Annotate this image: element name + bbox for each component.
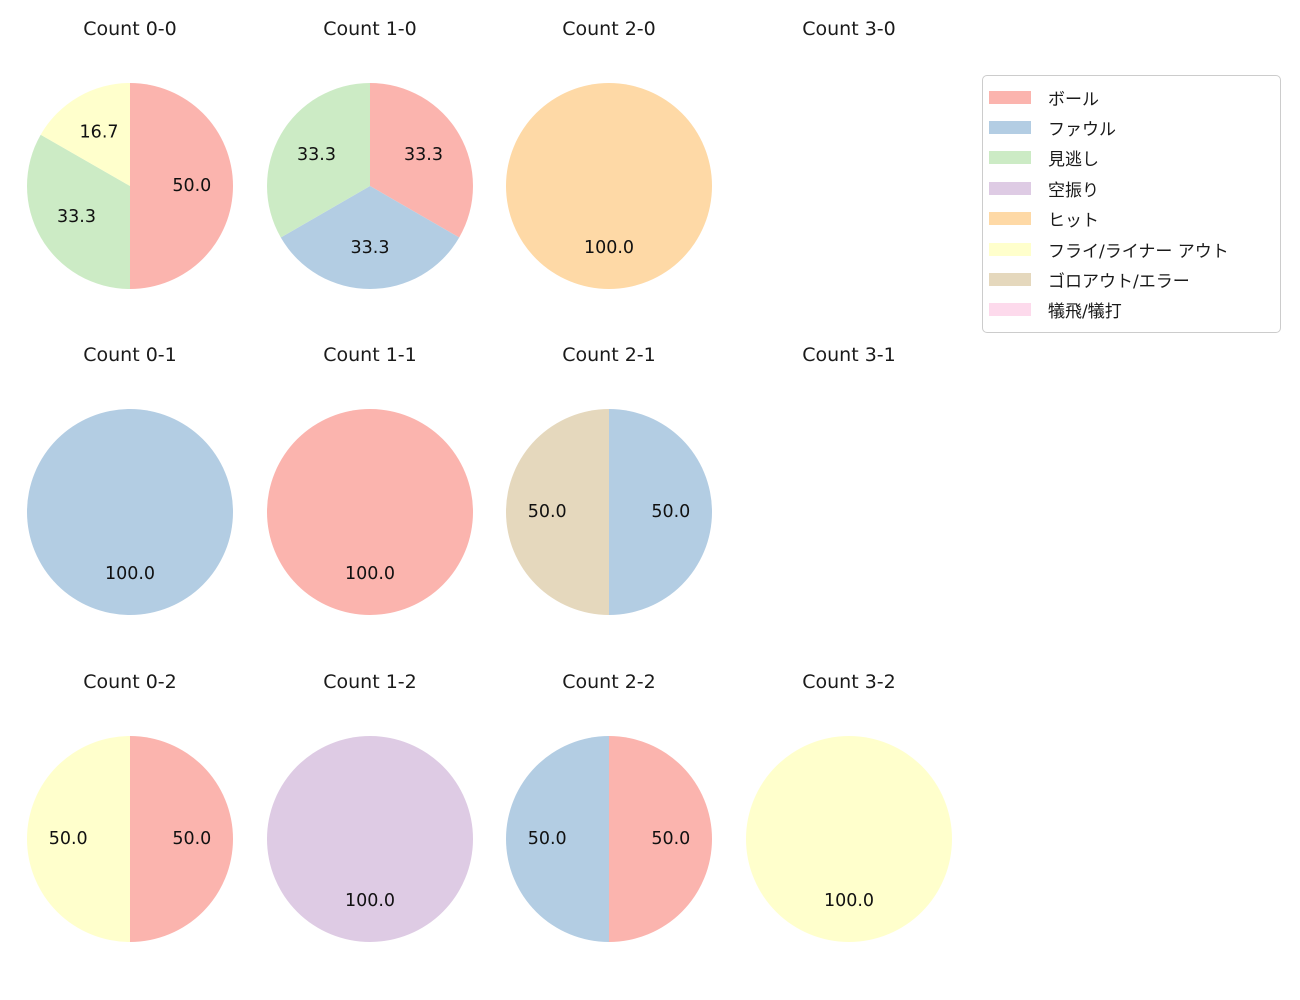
- subplot-title: Count 3-2: [802, 671, 896, 693]
- legend-label: ゴロアウト/エラー: [1048, 272, 1190, 293]
- legend: ボールファウル見逃し空振りヒットフライ/ライナー アウト ゴロアウト/エラー 犠飛/…: [982, 75, 1281, 334]
- subplot-count-0-0: Count 0-0 50.0 33.3 16.7: [10, 17, 250, 289]
- pie-value-label: 50.0: [172, 829, 211, 849]
- subplot-title: Count 1-1: [323, 344, 417, 366]
- pie-slice: [27, 134, 131, 289]
- pie-slice: [130, 83, 233, 289]
- subplot-count-0-1: Count 0-1 100.0: [10, 343, 250, 615]
- legend-item: ヒット: [989, 204, 1270, 234]
- pie-chart-count-3-1: [746, 409, 952, 615]
- pie-value-label: 100.0: [105, 564, 155, 584]
- pie-chart-count-0-1: 100.0: [27, 409, 233, 615]
- pie-chart-count-1-2: 100.0: [267, 736, 473, 942]
- pie-chart-count-1-0: 33.3 33.3 33.3: [267, 83, 473, 289]
- subplot-count-1-2: Count 1-2 100.0: [250, 670, 490, 942]
- subplot-title: Count 1-0: [323, 18, 417, 40]
- legend-swatch: [989, 242, 1031, 256]
- pie-chart-count-0-0: 50.0 33.3 16.7: [27, 83, 233, 289]
- pie-value-label: 100.0: [345, 564, 395, 584]
- pie-value-label: 33.3: [404, 145, 443, 165]
- legend-item: ボール: [989, 82, 1270, 112]
- pie-slice: [370, 83, 473, 238]
- pie-slice: [746, 736, 952, 942]
- subplot-count-1-1: Count 1-1 100.0: [250, 343, 490, 615]
- subplot-count-2-0: Count 2-0 100.0: [489, 17, 729, 289]
- pie-value-label: 33.3: [57, 207, 96, 227]
- legend-item: フライ/ライナー アウト: [989, 234, 1270, 264]
- legend-label: 空振り: [1048, 180, 1099, 201]
- legend-swatch: [989, 212, 1031, 226]
- pie-slice: [130, 736, 233, 942]
- subplot-title: Count 2-2: [562, 671, 656, 693]
- pie-slice: [609, 409, 712, 615]
- pie-value-label: 50.0: [528, 502, 567, 522]
- subplot-count-3-2: Count 3-2 100.0: [729, 670, 969, 942]
- pie-slice: [267, 736, 473, 942]
- legend-label: ヒット: [1048, 211, 1099, 232]
- legend-label: ファウル: [1048, 120, 1116, 141]
- legend-item: 見逃し: [989, 143, 1270, 173]
- pie-chart-count-2-2: 50.0 50.0: [506, 736, 712, 942]
- pie-value-label: 16.7: [80, 123, 119, 143]
- subplot-title: Count 3-1: [802, 344, 896, 366]
- pie-slice: [506, 409, 609, 615]
- pie-value-label: 33.3: [351, 238, 390, 258]
- pie-value-label: 100.0: [584, 238, 634, 258]
- pie-slice: [267, 83, 370, 238]
- pie-value-label: 100.0: [345, 891, 395, 911]
- pie-value-label: 50.0: [651, 829, 690, 849]
- pie-slice: [280, 186, 460, 289]
- subplot-title: Count 0-0: [83, 18, 177, 40]
- pie-value-label: 50.0: [528, 829, 567, 849]
- subplot-count-3-1: Count 3-1: [729, 343, 969, 615]
- pie-value-label: 100.0: [824, 891, 874, 911]
- pie-slice: [609, 736, 712, 942]
- legend-item: 犠飛/犠打: [989, 295, 1270, 325]
- legend-swatch: [989, 121, 1031, 135]
- pie-slice: [27, 409, 233, 615]
- pie-slice: [267, 409, 473, 615]
- pie-value-label: 50.0: [172, 176, 211, 196]
- pie-chart-count-2-1: 50.0 50.0: [506, 409, 712, 615]
- subplot-title: Count 0-1: [83, 344, 177, 366]
- pie-value-label: 50.0: [49, 829, 88, 849]
- legend-label: 見逃し: [1048, 150, 1099, 171]
- pie-slice: [506, 83, 712, 289]
- legend-label: ボール: [1048, 89, 1099, 110]
- pie-value-label: 50.0: [651, 502, 690, 522]
- legend-swatch: [989, 273, 1031, 287]
- subplot-title: Count 2-1: [562, 344, 656, 366]
- subplot-title: Count 3-0: [802, 18, 896, 40]
- subplot-title: Count 1-2: [323, 671, 417, 693]
- pie-slice: [40, 83, 130, 186]
- pie-value-label: 33.3: [297, 145, 336, 165]
- legend-item: 空振り: [989, 173, 1270, 203]
- pie-chart-count-3-2: 100.0: [746, 736, 952, 942]
- pie-chart-count-3-0: [746, 83, 952, 289]
- subplot-count-2-1: Count 2-1 50.0 50.0: [489, 343, 729, 615]
- subplot-count-2-2: Count 2-2 50.0 50.0: [489, 670, 729, 942]
- legend-item: ゴロアウト/エラー: [989, 264, 1270, 294]
- pie-slice: [506, 736, 609, 942]
- legend-label: 犠飛/犠打: [1048, 302, 1122, 323]
- legend-swatch: [989, 181, 1031, 195]
- legend-swatch: [989, 151, 1031, 165]
- pie-chart-count-0-2: 50.0 50.0: [27, 736, 233, 942]
- subplot-count-1-0: Count 1-0 33.3 33.3 33.3: [250, 17, 490, 289]
- legend-swatch: [989, 90, 1031, 104]
- subplot-title: Count 0-2: [83, 671, 177, 693]
- pie-chart-count-2-0: 100.0: [506, 83, 712, 289]
- subplot-count-0-2: Count 0-2 50.0 50.0: [10, 670, 250, 942]
- legend-item: ファウル: [989, 112, 1270, 142]
- legend-label: フライ/ライナー アウト: [1048, 241, 1229, 262]
- subplot-title: Count 2-0: [562, 18, 656, 40]
- subplot-count-3-0: Count 3-0: [729, 17, 969, 289]
- legend-swatch: [989, 303, 1031, 317]
- pie-chart-count-1-1: 100.0: [267, 409, 473, 615]
- pie-slice: [27, 736, 130, 942]
